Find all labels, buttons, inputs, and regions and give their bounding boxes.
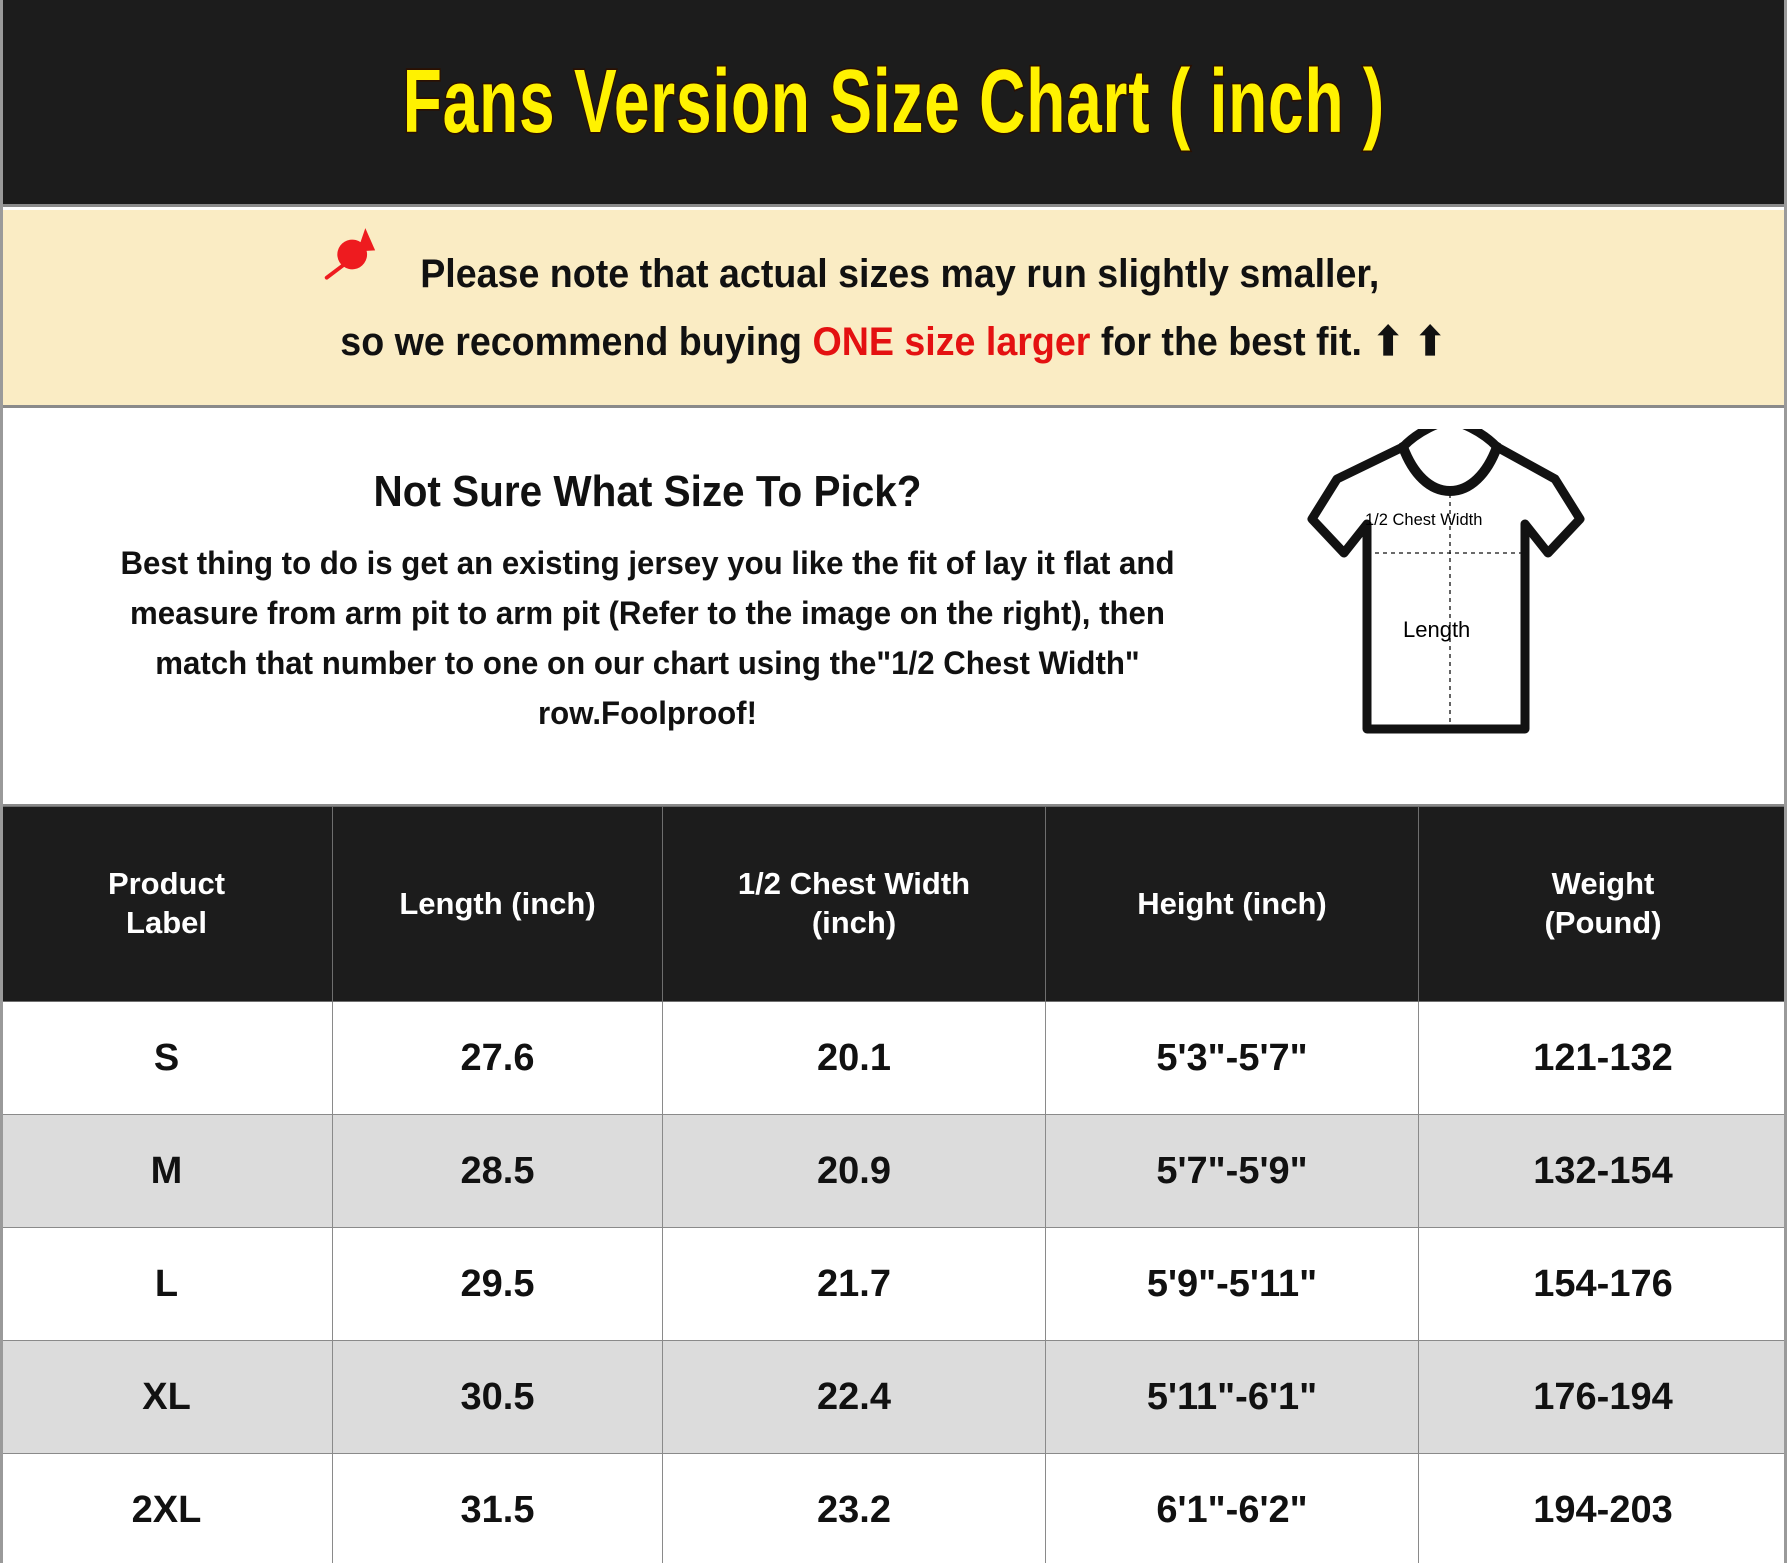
svg-text:1/2 Chest Width: 1/2 Chest Width — [1365, 511, 1482, 529]
svg-text:Length: Length — [1403, 617, 1470, 642]
